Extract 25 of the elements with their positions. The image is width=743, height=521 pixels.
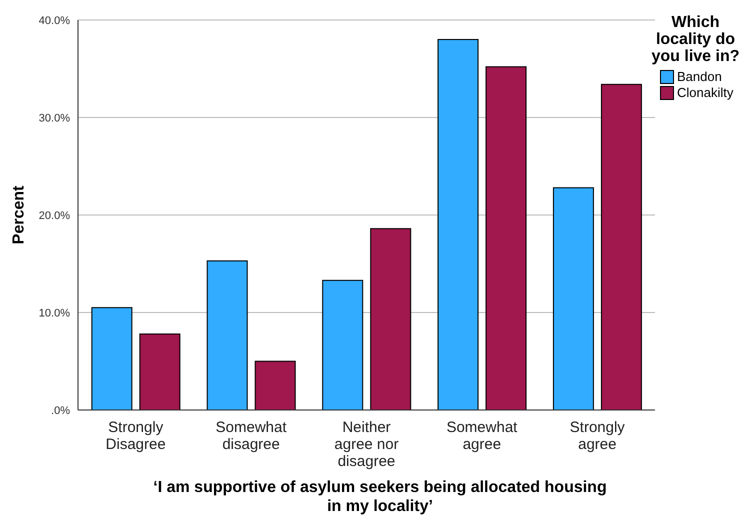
bar (91, 307, 132, 410)
x-tick-label: Somewhat agree (446, 419, 518, 453)
bar (600, 84, 642, 410)
x-tick-label: Somewhat disagree (216, 419, 288, 453)
x-tick-label: Neither agree nor disagree (334, 419, 399, 470)
legend-label: Clonakilty (676, 85, 734, 101)
bar (139, 333, 180, 410)
x-axis-title: ‘I am supportive of asylum seekers being allocated housing in my locality’ (152, 478, 608, 516)
y-tick-label: 40.0% (38, 14, 70, 27)
y-tick-label: 10.0% (38, 307, 70, 320)
bar (254, 360, 296, 410)
bar (370, 228, 412, 410)
legend-title: Which locality do you live in? (650, 14, 740, 65)
bar (206, 260, 248, 410)
bar (438, 39, 479, 410)
legend-label: Bandon (676, 69, 723, 85)
x-tick-label: Strongly Disagree (106, 419, 166, 453)
bar (322, 280, 364, 410)
y-axis-title: Percent (10, 184, 28, 244)
bar (486, 66, 527, 410)
bar (552, 187, 594, 410)
x-tick-label: Strongly agree (570, 419, 626, 453)
y-tick-label: .0% (51, 404, 70, 417)
y-tick-label: 30.0% (38, 112, 70, 124)
y-tick-label: 20.0% (38, 210, 70, 222)
